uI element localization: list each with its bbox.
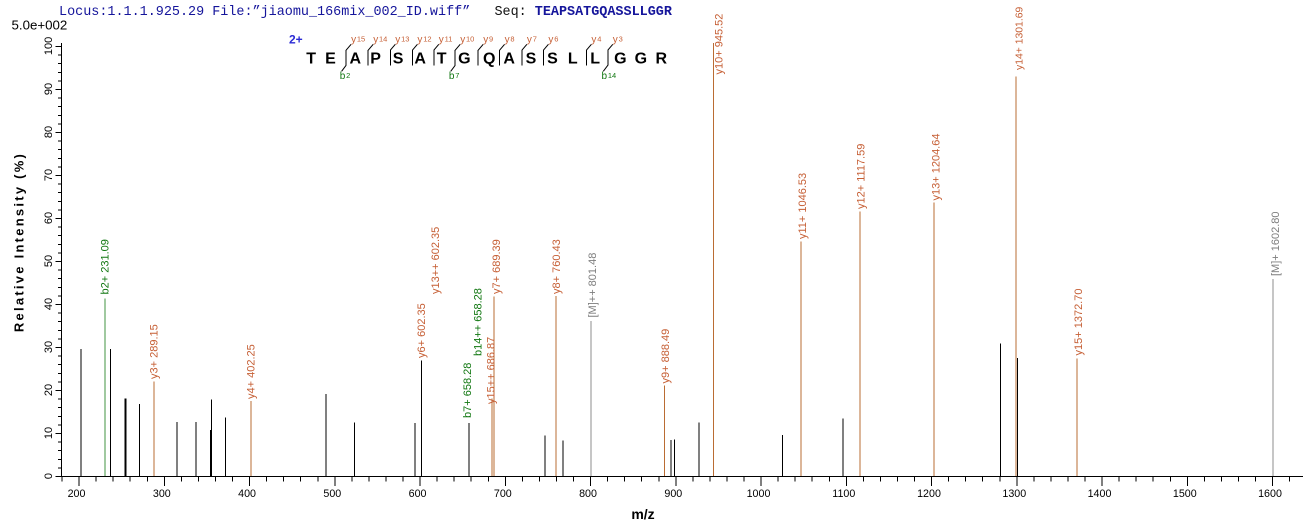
svg-text:1200: 1200 — [917, 488, 941, 500]
svg-text:T: T — [437, 51, 447, 68]
svg-text:30: 30 — [43, 341, 55, 353]
svg-text:L: L — [568, 51, 578, 68]
svg-text:S: S — [393, 51, 404, 68]
svg-text:y10+ 945.52: y10+ 945.52 — [713, 14, 725, 75]
svg-text:1600: 1600 — [1258, 488, 1282, 500]
svg-text:y9: y9 — [483, 35, 493, 46]
svg-text:y13: y13 — [395, 35, 409, 46]
svg-text:b2: b2 — [340, 71, 351, 82]
svg-text:y12: y12 — [417, 35, 431, 46]
svg-text:m/z: m/z — [631, 506, 654, 522]
svg-text:b14++ 658.28: b14++ 658.28 — [473, 288, 485, 356]
svg-text:800: 800 — [579, 488, 597, 500]
svg-text:50: 50 — [43, 255, 55, 267]
svg-text:G: G — [614, 51, 626, 68]
svg-text:90: 90 — [43, 83, 55, 95]
svg-text:[M]++ 801.48: [M]++ 801.48 — [587, 253, 599, 318]
svg-text:500: 500 — [323, 488, 341, 500]
svg-text:80: 80 — [43, 126, 55, 138]
svg-text:y12+ 1117.59: y12+ 1117.59 — [856, 144, 868, 209]
svg-text:y15+ 1372.70: y15+ 1372.70 — [1073, 289, 1085, 356]
svg-text:10: 10 — [43, 427, 55, 439]
svg-text:y7: y7 — [527, 35, 537, 46]
svg-text:b7+ 658.28: b7+ 658.28 — [462, 363, 474, 418]
svg-text:900: 900 — [664, 488, 682, 500]
svg-text:0: 0 — [43, 473, 55, 479]
svg-text:S: S — [547, 51, 558, 68]
svg-text:b14: b14 — [602, 71, 617, 82]
svg-text:1400: 1400 — [1088, 488, 1112, 500]
svg-text:1500: 1500 — [1173, 488, 1197, 500]
svg-text:E: E — [325, 51, 336, 68]
svg-text:y8+ 760.43: y8+ 760.43 — [551, 239, 563, 294]
svg-text:70: 70 — [43, 169, 55, 181]
svg-text:1300: 1300 — [1002, 488, 1026, 500]
svg-text:y9+ 888.49: y9+ 888.49 — [660, 329, 672, 384]
svg-text:5.0e+002: 5.0e+002 — [12, 18, 68, 33]
svg-text:b2+ 231.09: b2+ 231.09 — [100, 239, 112, 294]
svg-text:b7: b7 — [449, 71, 460, 82]
svg-text:y10: y10 — [460, 35, 474, 46]
svg-text:y14: y14 — [373, 35, 387, 46]
svg-text:A: A — [350, 51, 362, 68]
svg-text:700: 700 — [494, 488, 512, 500]
svg-text:1000: 1000 — [747, 488, 771, 500]
svg-text:Q: Q — [483, 51, 495, 68]
svg-text:A: A — [414, 51, 426, 68]
svg-text:40: 40 — [43, 298, 55, 310]
svg-text:[M]+ 1602.80: [M]+ 1602.80 — [1270, 211, 1282, 276]
svg-text:60: 60 — [43, 212, 55, 224]
svg-text:y4: y4 — [591, 35, 601, 46]
svg-text:y6+ 602.35: y6+ 602.35 — [416, 303, 428, 358]
svg-text:S: S — [526, 51, 537, 68]
svg-text:y15: y15 — [351, 35, 365, 46]
svg-text:y4+ 402.25: y4+ 402.25 — [246, 344, 258, 399]
svg-text:G: G — [635, 51, 647, 68]
svg-text:20: 20 — [43, 384, 55, 396]
svg-text:y3+ 289.15: y3+ 289.15 — [149, 324, 161, 379]
svg-text:R: R — [656, 51, 668, 68]
svg-text:T: T — [306, 51, 316, 68]
svg-text:y7+ 689.39: y7+ 689.39 — [491, 239, 503, 294]
svg-text:P: P — [370, 51, 381, 68]
svg-text:y8: y8 — [505, 35, 515, 46]
svg-text:y11+ 1046.53: y11+ 1046.53 — [797, 173, 809, 239]
svg-text:300: 300 — [153, 488, 171, 500]
svg-text:Locus:1.1.1.925.29 File:”jiaom: Locus:1.1.1.925.29 File:”jiaomu_166mix_0… — [59, 5, 673, 20]
svg-text:y13++ 602.35: y13++ 602.35 — [430, 227, 442, 294]
svg-text:600: 600 — [409, 488, 427, 500]
svg-text:Relative Intensity (%): Relative Intensity (%) — [12, 152, 27, 332]
svg-text:L: L — [590, 51, 600, 68]
svg-text:y15++ 686.87: y15++ 686.87 — [485, 337, 497, 404]
svg-text:A: A — [503, 51, 515, 68]
svg-text:y3: y3 — [613, 35, 623, 46]
svg-text:y13+ 1204.64: y13+ 1204.64 — [930, 134, 942, 201]
svg-text:200: 200 — [68, 488, 86, 500]
svg-text:100: 100 — [43, 37, 55, 55]
svg-text:400: 400 — [238, 488, 256, 500]
svg-text:1100: 1100 — [832, 488, 855, 500]
svg-text:y6: y6 — [548, 35, 558, 46]
svg-text:y11: y11 — [439, 35, 453, 46]
svg-text:G: G — [458, 51, 470, 68]
svg-text:2+: 2+ — [289, 33, 303, 47]
svg-text:y14+ 1301.69: y14+ 1301.69 — [1015, 7, 1026, 70]
